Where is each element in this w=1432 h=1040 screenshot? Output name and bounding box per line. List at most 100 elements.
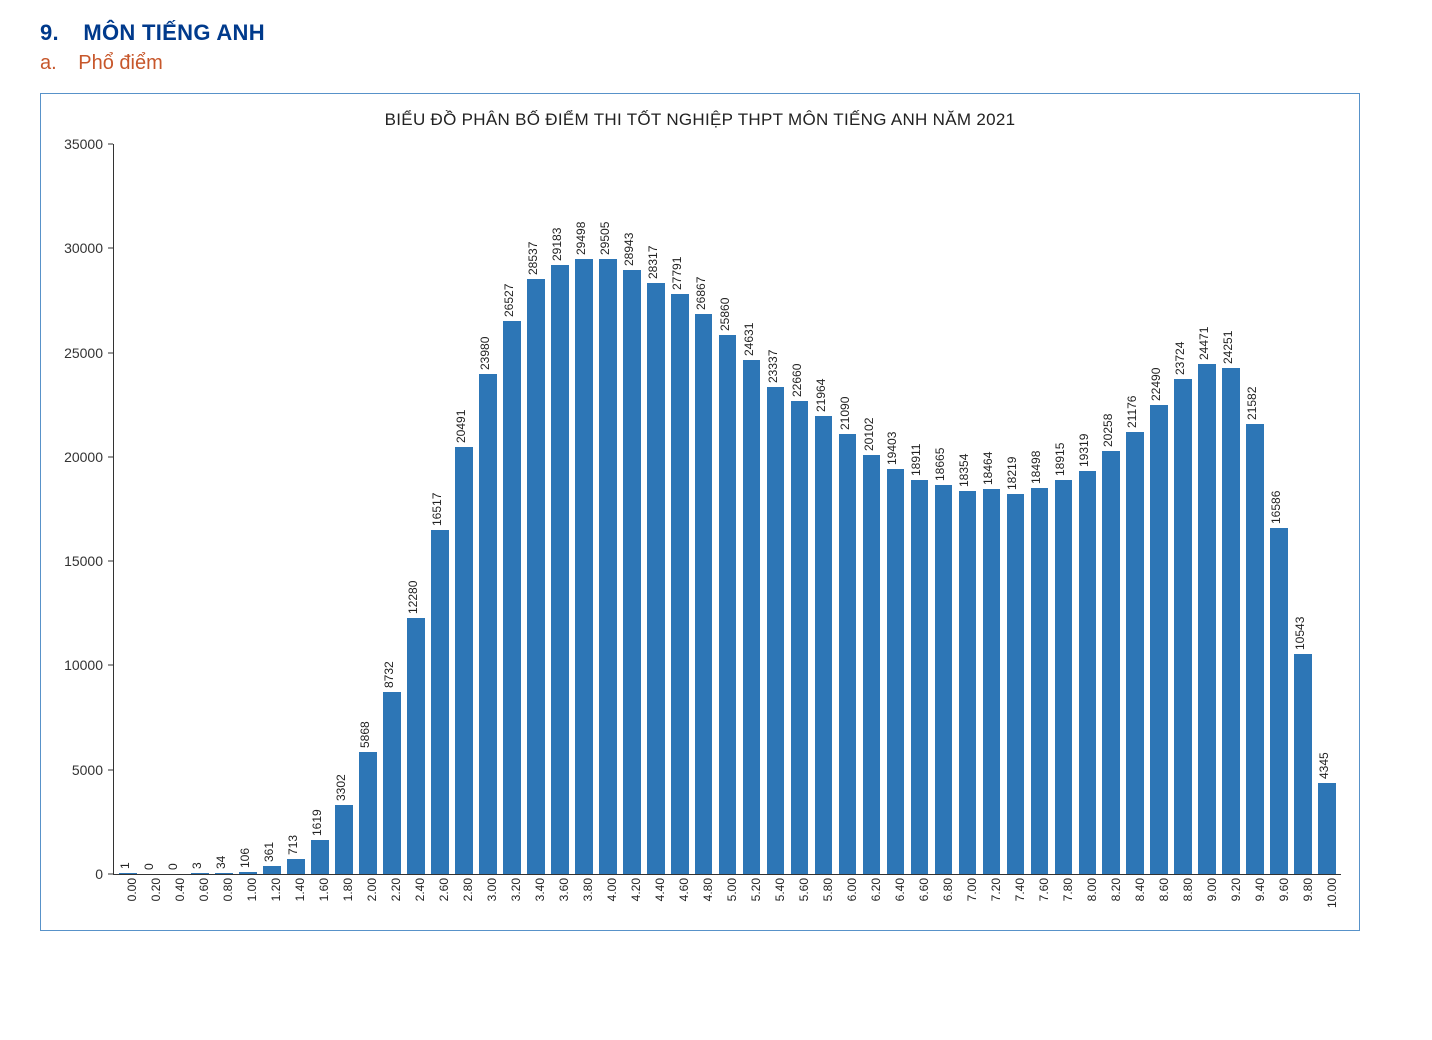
bar: 29498 [575, 259, 593, 874]
x-tick-slot: 5.20 [739, 874, 763, 924]
x-tick-label: 3.00 [485, 878, 499, 901]
y-tick-label: 5000 [72, 762, 103, 778]
bar-slot: 29498 [572, 259, 596, 874]
bar: 29505 [599, 259, 617, 874]
bar-slot: 18354 [955, 491, 979, 874]
x-tick-slot: 9.60 [1267, 874, 1291, 924]
bar-value-label: 25860 [718, 297, 732, 330]
x-tick-slot: 4.80 [691, 874, 715, 924]
x-tick-slot: 0.40 [163, 874, 187, 924]
bar: 1619 [311, 840, 329, 874]
bar-value-label: 27791 [670, 257, 684, 290]
x-tick-slot: 9.00 [1195, 874, 1219, 924]
x-tick-label: 2.20 [389, 878, 403, 901]
bar-value-label: 18354 [957, 454, 971, 487]
bar-value-label: 10543 [1293, 617, 1307, 650]
subsection-title: Phổ điểm [78, 52, 163, 74]
x-tick-slot: 3.80 [571, 874, 595, 924]
bar-slot: 18219 [1003, 494, 1027, 874]
x-tick-label: 1.20 [269, 878, 283, 901]
bar-slot: 28537 [524, 279, 548, 874]
x-tick-slot: 0.60 [187, 874, 211, 924]
x-tick-slot: 8.60 [1147, 874, 1171, 924]
bar-value-label: 22490 [1149, 368, 1163, 401]
bar: 12280 [407, 618, 425, 874]
bar-slot: 26527 [500, 321, 524, 874]
bar: 28537 [527, 279, 545, 874]
bar: 28317 [647, 283, 665, 874]
x-tick-label: 3.60 [557, 878, 571, 901]
x-tick-label: 2.80 [461, 878, 475, 901]
x-tick-label: 4.80 [701, 878, 715, 901]
bar-value-label: 3302 [334, 774, 348, 801]
bar-slot: 18464 [979, 489, 1003, 874]
y-tick-label: 0 [95, 866, 103, 882]
bar-value-label: 28537 [526, 241, 540, 274]
y-tick-label: 25000 [64, 345, 103, 361]
x-tick-label: 7.80 [1061, 878, 1075, 901]
bar-value-label: 23980 [478, 336, 492, 369]
x-tick-label: 10.00 [1325, 878, 1339, 908]
bar: 23724 [1174, 379, 1192, 874]
x-tick-label: 9.00 [1205, 878, 1219, 901]
x-tick-slot: 2.20 [379, 874, 403, 924]
x-tick-label: 3.40 [533, 878, 547, 901]
bar: 24471 [1198, 364, 1216, 874]
x-tick-slot: 4.60 [667, 874, 691, 924]
x-tick-label: 5.20 [749, 878, 763, 901]
x-tick-label: 4.00 [605, 878, 619, 901]
x-tick-slot: 9.20 [1219, 874, 1243, 924]
bar: 713 [287, 859, 305, 874]
bar-value-label: 21582 [1245, 387, 1259, 420]
x-tick-slot: 0.80 [211, 874, 235, 924]
bar-value-label: 22660 [790, 364, 804, 397]
bar-value-label: 29498 [574, 221, 588, 254]
x-tick-label: 8.40 [1133, 878, 1147, 901]
section-number: 9. [40, 20, 59, 45]
x-tick-label: 7.00 [965, 878, 979, 901]
x-tick-slot: 2.40 [403, 874, 427, 924]
x-tick-label: 2.40 [413, 878, 427, 901]
bar-value-label: 5868 [358, 721, 372, 748]
bar: 18665 [935, 485, 953, 874]
x-tick-slot: 2.80 [451, 874, 475, 924]
bar-value-label: 4345 [1317, 753, 1331, 780]
x-tick-slot: 7.60 [1027, 874, 1051, 924]
x-tick-slot: 0.00 [115, 874, 139, 924]
bar-slot: 713 [284, 859, 308, 874]
x-tick-slot: 4.00 [595, 874, 619, 924]
bar: 19319 [1079, 471, 1097, 874]
x-tick-label: 9.20 [1229, 878, 1243, 901]
x-tick-label: 0.60 [197, 878, 211, 901]
bar: 23337 [767, 387, 785, 874]
bar-slot: 19403 [884, 469, 908, 874]
bar-slot: 25860 [716, 335, 740, 874]
bar-slot: 19319 [1075, 471, 1099, 874]
x-tick-slot: 1.60 [307, 874, 331, 924]
bar-value-label: 106 [238, 848, 252, 868]
bar: 18219 [1007, 494, 1025, 874]
bar-slot: 21176 [1123, 432, 1147, 874]
bar: 28943 [623, 270, 641, 874]
bar: 22660 [791, 401, 809, 874]
bar: 25860 [719, 335, 737, 874]
bar-slot: 3302 [332, 805, 356, 874]
bar: 4345 [1318, 783, 1336, 874]
x-tick-label: 9.60 [1277, 878, 1291, 901]
bar-slot: 18915 [1051, 480, 1075, 875]
bar: 21090 [839, 434, 857, 874]
bar-value-label: 16517 [430, 492, 444, 525]
x-tick-slot: 6.20 [859, 874, 883, 924]
bar-value-label: 29505 [598, 221, 612, 254]
x-tick-slot: 8.80 [1171, 874, 1195, 924]
x-tick-label: 1.40 [293, 878, 307, 901]
bar: 16586 [1270, 528, 1288, 874]
bar-value-label: 24251 [1221, 331, 1235, 364]
y-tick-label: 35000 [64, 136, 103, 152]
x-tick-label: 3.80 [581, 878, 595, 901]
bar-value-label: 29183 [550, 228, 564, 261]
bar: 20491 [455, 447, 473, 874]
bar-slot: 21090 [836, 434, 860, 874]
x-tick-label: 6.00 [845, 878, 859, 901]
x-tick-slot: 7.00 [955, 874, 979, 924]
